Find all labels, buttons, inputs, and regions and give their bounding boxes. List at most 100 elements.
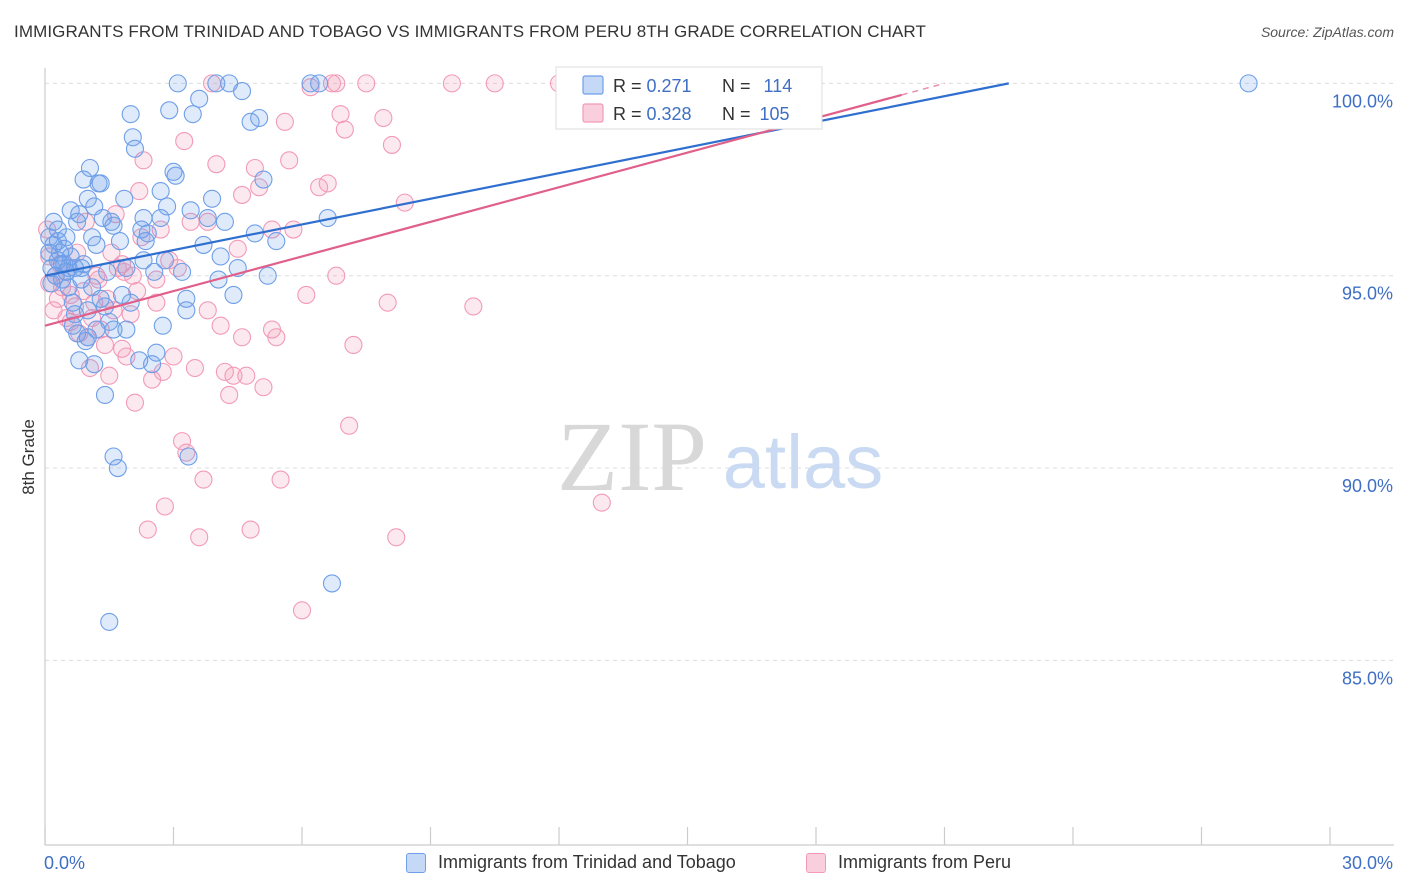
point-peru: [74, 282, 93, 301]
legend-blue-swatch: [582, 75, 604, 95]
point-peru: [322, 74, 342, 93]
point-peru: [292, 601, 312, 620]
point-trinidad: [110, 232, 130, 251]
point-trinidad: [117, 320, 136, 339]
legend-label-trinidad: Immigrants from Trinidad and Tobago: [438, 852, 736, 872]
point-peru: [190, 528, 209, 547]
svg-text:N = 105: N = 105: [722, 104, 790, 124]
legend-top: R = 0.271 N = 114 R = 0.328 N = 105: [555, 66, 823, 130]
point-peru: [194, 470, 213, 489]
point-trinidad: [145, 262, 164, 281]
point-peru: [198, 301, 217, 320]
point-trinidad: [95, 297, 115, 316]
legend-label-peru: Immigrants from Peru: [838, 852, 1012, 872]
point-trinidad: [70, 351, 89, 370]
point-trinidad: [55, 239, 74, 258]
point-peru: [464, 297, 483, 316]
point-trinidad: [241, 112, 260, 131]
point-peru: [220, 385, 239, 405]
point-peru: [155, 497, 174, 516]
watermark-zip: ZIP: [557, 401, 707, 512]
point-trinidad: [63, 293, 82, 312]
legend-n-value-2: 105: [760, 104, 790, 124]
point-trinidad: [151, 208, 170, 228]
point-trinidad: [98, 262, 117, 281]
x-tick-label-max: 30.0%: [1342, 853, 1393, 873]
svg-text:R = 0.271: R = 0.271: [613, 76, 692, 96]
point-peru: [275, 112, 294, 131]
trendline-peru-extension: [901, 82, 945, 96]
point-peru: [228, 239, 247, 258]
point-trinidad: [224, 285, 243, 304]
legend-r-value-2: 0.328: [647, 104, 692, 124]
legend-item-trinidad[interactable]: Immigrants from Trinidad and Tobago: [406, 852, 736, 873]
point-peru: [128, 282, 147, 301]
point-trinidad: [80, 158, 100, 178]
point-peru: [100, 366, 119, 385]
point-trinidad: [104, 216, 123, 235]
point-trinidad: [104, 447, 123, 466]
point-trinidad: [123, 128, 142, 147]
point-trinidad: [100, 612, 119, 631]
point-trinidad: [85, 197, 104, 216]
point-peru: [284, 220, 303, 239]
point-peru: [340, 416, 359, 435]
point-peru: [301, 78, 320, 97]
point-trinidad: [179, 447, 198, 466]
point-trinidad: [117, 258, 136, 278]
point-peru: [335, 120, 354, 139]
point-peru: [442, 74, 461, 93]
legend-bottom: Immigrants from Trinidad and Tobago Immi…: [0, 850, 1406, 880]
legend-r-label-2: R =: [613, 104, 647, 124]
source-label: Source: ZipAtlas.com: [1260, 24, 1394, 40]
point-trinidad: [87, 235, 106, 254]
y-tick-label: 100.0%: [1332, 91, 1393, 111]
legend-r-value-1: 0.271: [647, 76, 692, 96]
legend-item-peru[interactable]: Immigrants from Peru: [806, 852, 1011, 873]
point-trinidad: [310, 74, 329, 93]
point-peru: [357, 74, 376, 93]
point-peru: [280, 151, 299, 170]
point-trinidad: [232, 82, 252, 101]
legend-swatch-blue: [406, 852, 426, 873]
point-trinidad: [78, 189, 97, 208]
point-trinidad: [160, 101, 179, 120]
point-trinidad: [48, 232, 67, 251]
point-trinidad: [153, 316, 172, 335]
point-trinidad: [207, 74, 226, 93]
watermark-atlas: atlas: [723, 420, 884, 505]
legend-swatch-pink: [806, 852, 826, 873]
point-trinidad: [267, 232, 286, 251]
point-trinidad: [104, 320, 123, 339]
point-trinidad: [68, 212, 87, 231]
point-trinidad: [132, 220, 151, 239]
point-peru: [130, 182, 149, 201]
point-trinidad: [166, 166, 185, 185]
point-trinidad: [61, 201, 80, 220]
trendline-trinidad: [44, 82, 1009, 277]
point-trinidad: [258, 266, 277, 285]
y-tick-label: 90.0%: [1342, 476, 1393, 496]
point-peru: [344, 335, 363, 355]
legend-pink-swatch: [582, 103, 604, 123]
legend-n-value-1: 114: [764, 76, 793, 96]
point-peru: [224, 366, 243, 385]
point-peru: [207, 155, 226, 174]
svg-text:N = 114: N = 114: [722, 76, 792, 96]
legend-n-label-1: N =: [722, 76, 756, 96]
point-peru: [297, 285, 316, 304]
point-peru: [147, 293, 166, 312]
point-trinidad: [254, 170, 273, 189]
point-peru: [262, 320, 282, 339]
point-peru: [95, 335, 115, 355]
point-peru: [175, 132, 194, 151]
point-peru: [125, 393, 144, 412]
point-trinidad: [91, 174, 110, 193]
point-peru: [241, 520, 260, 539]
point-peru: [382, 135, 402, 154]
point-trinidad: [198, 208, 217, 228]
point-peru: [485, 74, 504, 93]
point-peru: [215, 362, 234, 381]
trend-layer: [44, 82, 1009, 327]
